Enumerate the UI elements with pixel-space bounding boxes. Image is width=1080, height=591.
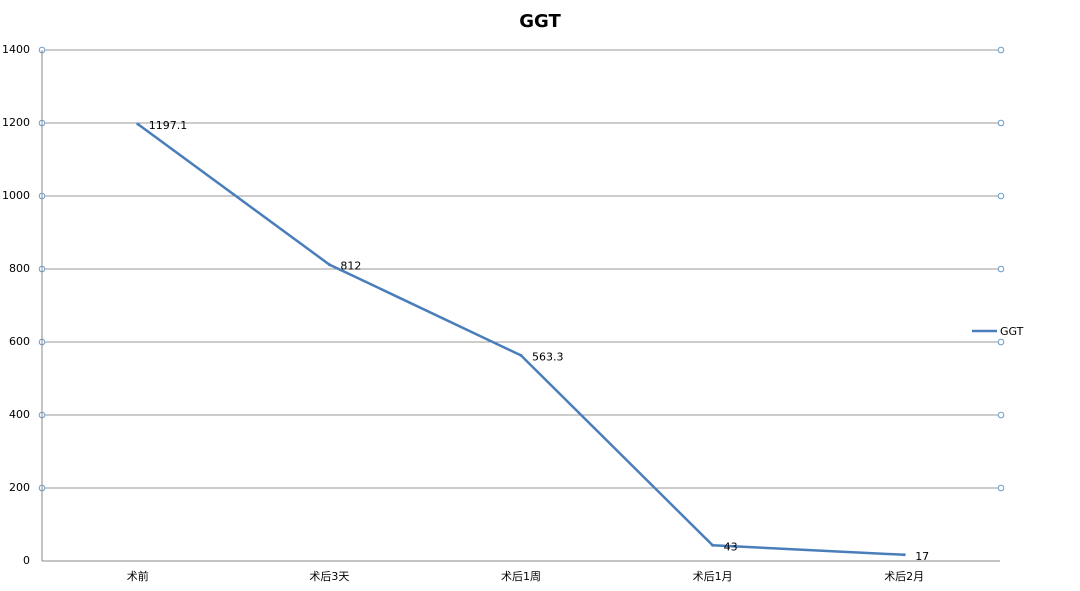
selection-handle [997,338,1005,346]
chart-title: GGT [519,11,561,32]
x-tick-label: 术后2月 [884,570,924,583]
selection-handle [997,119,1005,127]
data-line [137,123,905,557]
x-tick-label: 术前 [127,569,149,583]
selection-handle [997,411,1005,419]
y-tick-label: 600 [9,335,30,348]
y-tick-label: 1000 [2,189,30,202]
data-label: 1197.1 [149,119,188,132]
y-tick-label: 200 [9,481,30,494]
y-tick-label: 1200 [2,116,30,129]
data-point [327,263,331,267]
y-tick-label: 800 [9,262,30,275]
selection-handle [997,484,1005,492]
selection-handle [997,46,1005,54]
data-point [902,553,906,557]
selection-handle [997,265,1005,273]
legend-label: GGT [1000,325,1024,338]
data-point [136,122,140,126]
x-tick-label: 术后3天 [309,570,349,583]
data-point [711,543,715,547]
x-tick-label: 术后1周 [501,570,541,583]
y-tick-label: 1400 [2,43,30,56]
x-tick-label: 术后1月 [693,570,733,583]
data-label: 812 [340,260,361,273]
y-tick-label: 400 [9,408,30,421]
data-label: 17 [915,550,929,563]
selection-handle [997,192,1005,200]
data-label: 563.3 [532,350,564,363]
data-label: 43 [724,540,738,553]
data-point [519,353,523,357]
y-tick-label: 0 [23,554,30,567]
